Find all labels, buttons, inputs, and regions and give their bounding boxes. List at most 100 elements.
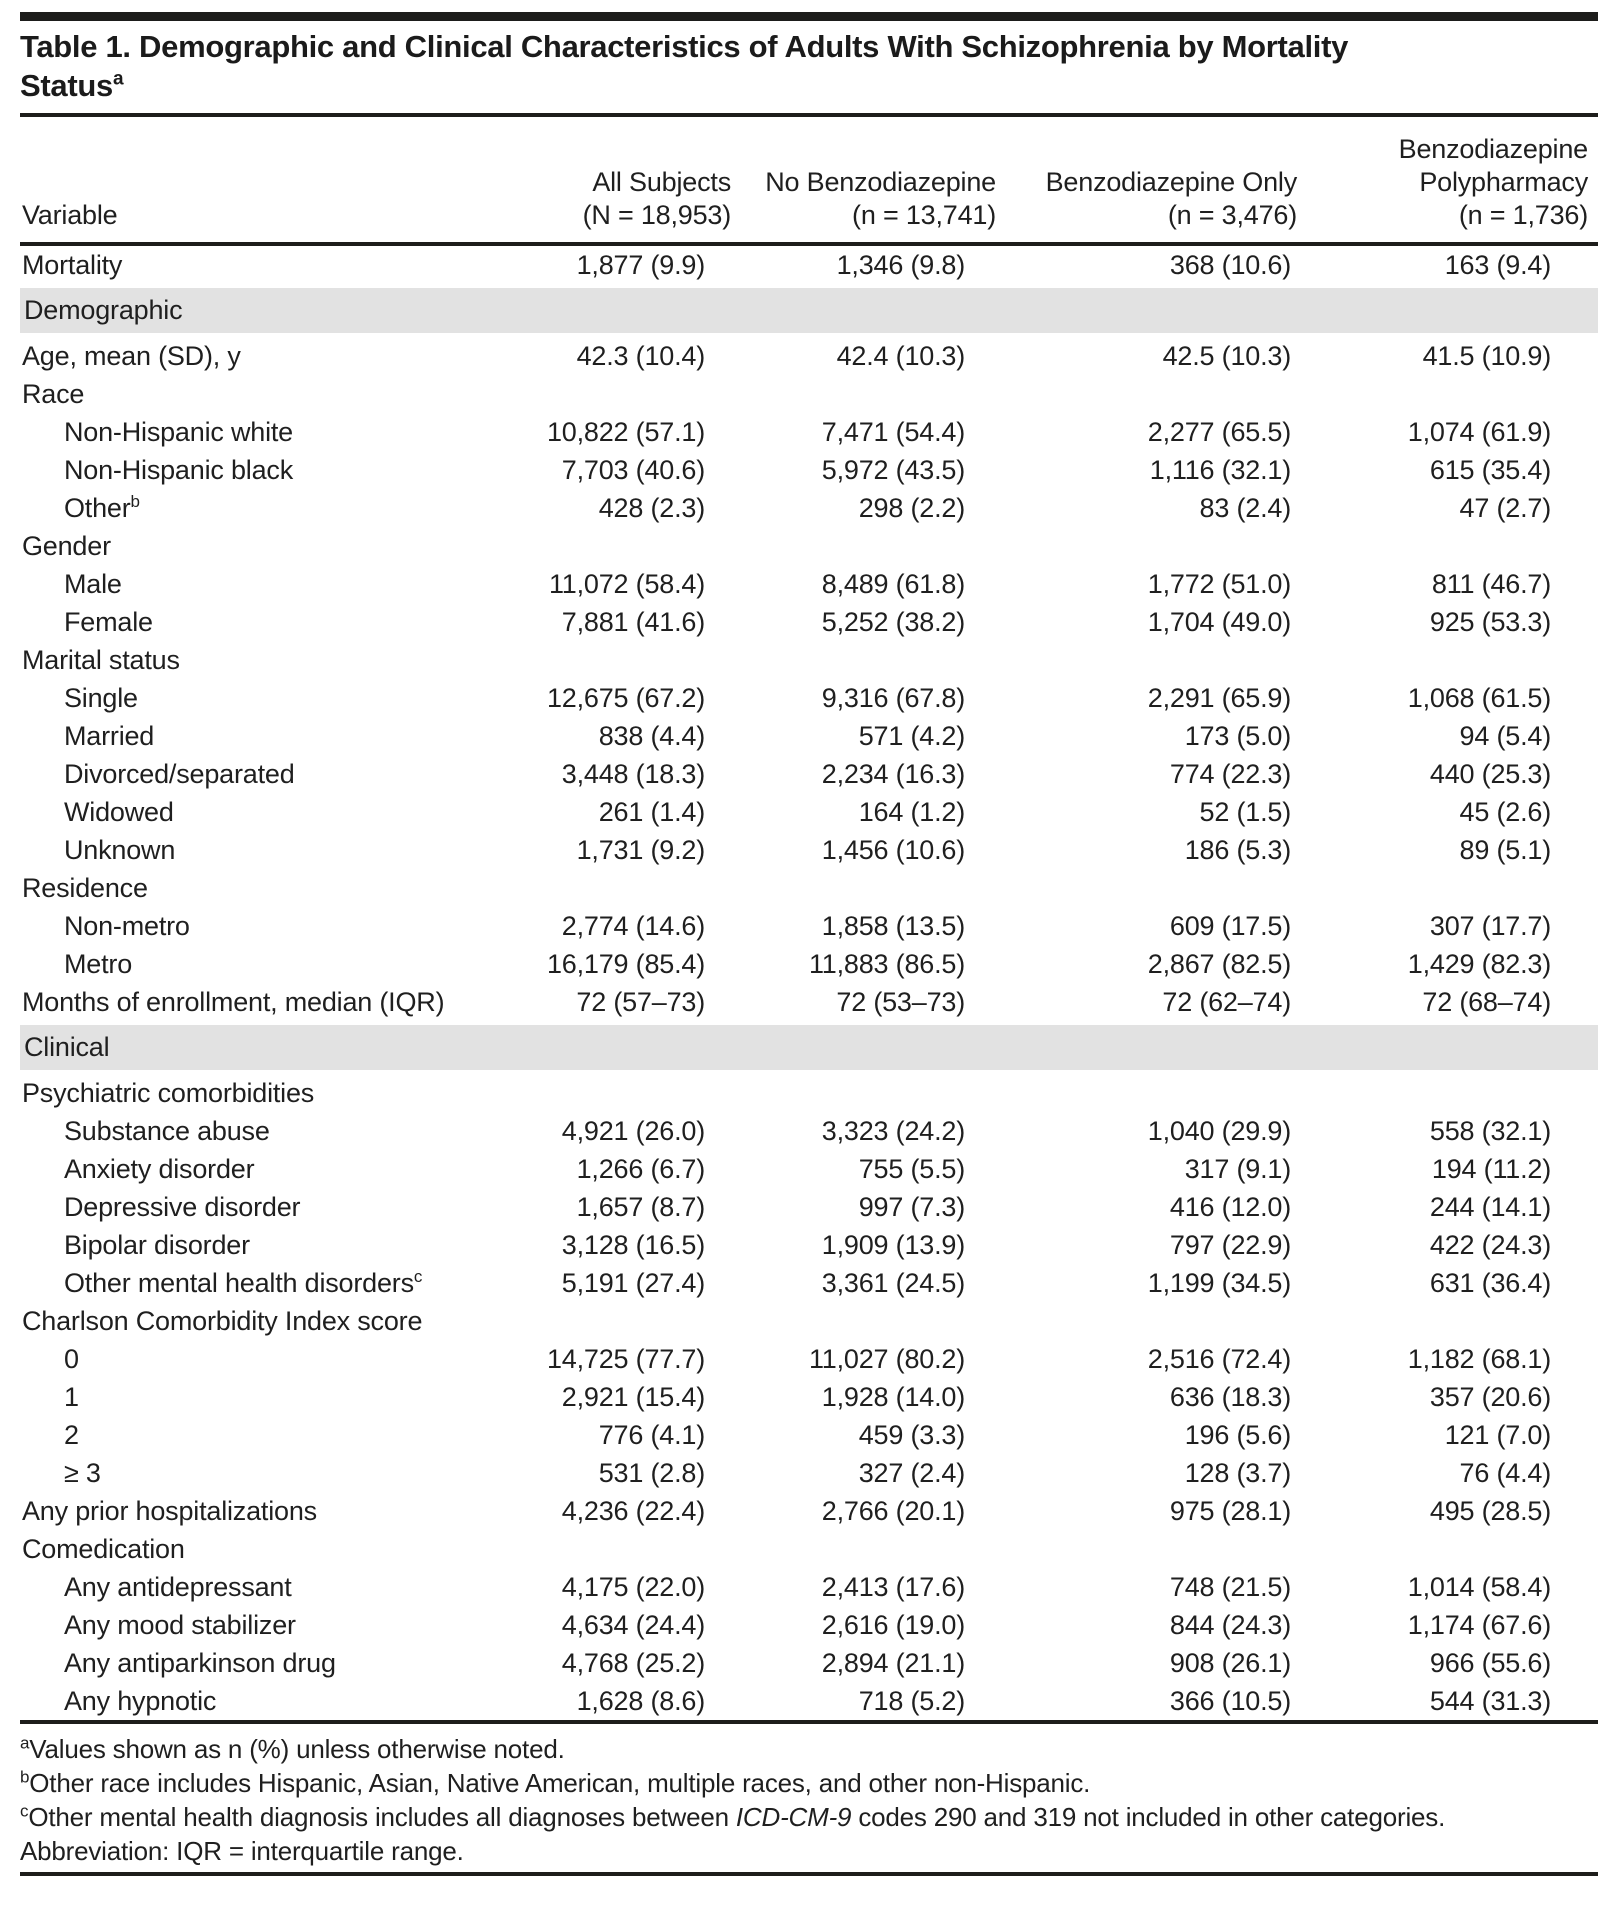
section-band: Demographic <box>20 288 1598 333</box>
cell-value: 368 (10.6) <box>1169 250 1291 280</box>
row-label-cell: Female <box>20 603 460 641</box>
cell-value <box>460 375 731 413</box>
cell-value: 1,014 (58.4) <box>1407 1572 1551 1602</box>
cell-value: 571 (4.2) <box>858 721 965 751</box>
row-label: Psychiatric comorbidities <box>22 1078 315 1108</box>
cell-value: 89 (5.1) <box>1459 835 1552 865</box>
row-label: Race <box>22 379 85 409</box>
cell-value <box>996 641 1297 679</box>
table-row: Otherb 428 (2.3) 298 (2.2) 83 (2.4) 47 (2.7) <box>20 489 1598 527</box>
table-row: ≥ 3 531 (2.8) 327 (2.4) 128 (3.7) 76 (4.4) <box>20 1454 1598 1492</box>
column-header-line: Benzodiazepine <box>1398 134 1589 164</box>
row-label: Marital status <box>22 645 180 675</box>
cell-value: 317 (9.1) <box>1184 1154 1291 1184</box>
footnote: cOther mental health diagnosis includes … <box>20 1800 1520 1834</box>
cell-value: 1,199 (34.5) <box>1147 1268 1291 1298</box>
cell-value: 1,877 (9.9) <box>576 250 706 280</box>
cell-value: 631 (36.4) <box>1429 1268 1551 1298</box>
cell-value: 52 (1.5) <box>1199 797 1292 827</box>
row-label-cell: Comedication <box>20 1530 460 1568</box>
cell-value <box>1297 1302 1598 1340</box>
column-header-n: (n = 13,741) <box>852 200 996 230</box>
section-cell: Demographic <box>20 284 1598 337</box>
row-label-cell: Any antidepressant <box>20 1568 460 1606</box>
row-label-cell: Months of enrollment, median (IQR) <box>20 983 460 1021</box>
cell-value <box>996 1074 1297 1112</box>
row-footnote-marker: b <box>130 492 140 511</box>
column-header-n: (N = 18,953) <box>582 200 732 230</box>
table-row: Anxiety disorder 1,266 (6.7) 755 (5.5) 317 … <box>20 1150 1598 1188</box>
cell-value: 2,867 (82.5) <box>1147 949 1291 979</box>
cell-value: 42.5 (10.3) <box>1162 341 1292 371</box>
cell-value <box>1297 869 1598 907</box>
row-label: 0 <box>64 1344 79 1374</box>
table-row: 1 2,921 (15.4) 1,928 (14.0) 636 (18.3) 357 (… <box>20 1378 1598 1416</box>
cell-value <box>996 375 1297 413</box>
cell-value: 11,072 (58.4) <box>548 569 705 599</box>
table-row: Charlson Comorbidity Index score <box>20 1302 1598 1340</box>
footnotes: aValues shown as n (%) unless otherwise … <box>20 1732 1520 1868</box>
row-label-cell: Mortality <box>20 244 460 284</box>
row-footnote-marker: c <box>413 1267 423 1286</box>
cell-value: 2,234 (16.3) <box>821 759 965 789</box>
cell-value <box>731 1074 996 1112</box>
row-label: Non-metro <box>64 911 190 941</box>
table-row: Widowed 261 (1.4) 164 (1.2) 52 (1.5) 45 (2.6… <box>20 793 1598 831</box>
footnote-marker: b <box>20 1767 30 1787</box>
cell-value: 997 (7.3) <box>858 1192 965 1222</box>
table-row: Marital status <box>20 641 1598 679</box>
cell-value: 76 (4.4) <box>1459 1458 1552 1488</box>
cell-value: 1,346 (9.8) <box>836 250 966 280</box>
row-label: Substance abuse <box>64 1116 270 1146</box>
cell-value: 7,703 (40.6) <box>561 455 705 485</box>
table-title-line1: Table 1. Demographic and Clinical Charac… <box>20 29 1349 64</box>
table-row: Age, mean (SD), y 42.3 (10.4) 42.4 (10.3) 4… <box>20 337 1598 375</box>
cell-value: 4,921 (26.0) <box>561 1116 705 1146</box>
footnote-text: Abbreviation: IQR = interquartile range. <box>20 1836 464 1866</box>
cell-value: 2,774 (14.6) <box>561 911 705 941</box>
row-label-cell: Widowed <box>20 793 460 831</box>
row-label-cell: Non-Hispanic white <box>20 413 460 451</box>
table-row: Metro 16,179 (85.4) 11,883 (86.5) 2,867 (82… <box>20 945 1598 983</box>
table-row: Mortality 1,877 (9.9) 1,346 (9.8) 368 (10.6… <box>20 244 1598 284</box>
row-label: Any antidepressant <box>64 1572 292 1602</box>
cell-value: 42.4 (10.3) <box>836 341 966 371</box>
row-label: Any hypnotic <box>64 1686 217 1716</box>
cell-value: 531 (2.8) <box>598 1458 705 1488</box>
row-label: Anxiety disorder <box>64 1154 255 1184</box>
column-header-line: All Subjects <box>592 167 731 197</box>
cell-value: 2,921 (15.4) <box>561 1382 705 1412</box>
cell-value <box>731 1530 996 1568</box>
column-header-line: Benzodiazepine Only <box>1045 167 1298 197</box>
table-row: Unknown 1,731 (9.2) 1,456 (10.6) 186 (5.3) 8… <box>20 831 1598 869</box>
cell-value: 2,277 (65.5) <box>1147 417 1291 447</box>
footnote: Abbreviation: IQR = interquartile range. <box>20 1834 1520 1868</box>
row-label: Charlson Comorbidity Index score <box>22 1306 423 1336</box>
row-label: Non-Hispanic black <box>64 455 293 485</box>
cell-value: 1,628 (8.6) <box>576 1686 706 1716</box>
cell-value <box>1297 1530 1598 1568</box>
cell-value: 1,731 (9.2) <box>576 835 706 865</box>
row-label: Mortality <box>22 250 123 280</box>
row-label-cell: Substance abuse <box>20 1112 460 1150</box>
table-row: Residence <box>20 869 1598 907</box>
cell-value <box>731 375 996 413</box>
title-rule <box>20 113 1598 117</box>
cell-value: 12,675 (67.2) <box>546 683 705 713</box>
table-row: Other mental health disordersc 5,191 (27.… <box>20 1264 1598 1302</box>
row-label: Widowed <box>64 797 174 827</box>
column-header: No Benzodiazepine (n = 13,741) <box>731 117 996 246</box>
row-label-cell: Non-metro <box>20 907 460 945</box>
table-body: Mortality 1,877 (9.9) 1,346 (9.8) 368 (10.6… <box>20 244 1598 1722</box>
row-label: Any antiparkinson drug <box>64 1648 336 1678</box>
cell-value: 244 (14.1) <box>1429 1192 1551 1222</box>
row-label-cell: Anxiety disorder <box>20 1150 460 1188</box>
cell-value: 5,252 (38.2) <box>821 607 965 637</box>
cell-value: 797 (22.9) <box>1169 1230 1291 1260</box>
column-header-line: No Benzodiazepine <box>765 167 996 197</box>
cell-value: 416 (12.0) <box>1169 1192 1291 1222</box>
table-row: Race <box>20 375 1598 413</box>
cell-value: 774 (22.3) <box>1169 759 1291 789</box>
cell-value: 3,448 (18.3) <box>561 759 705 789</box>
cell-value: 609 (17.5) <box>1169 911 1291 941</box>
